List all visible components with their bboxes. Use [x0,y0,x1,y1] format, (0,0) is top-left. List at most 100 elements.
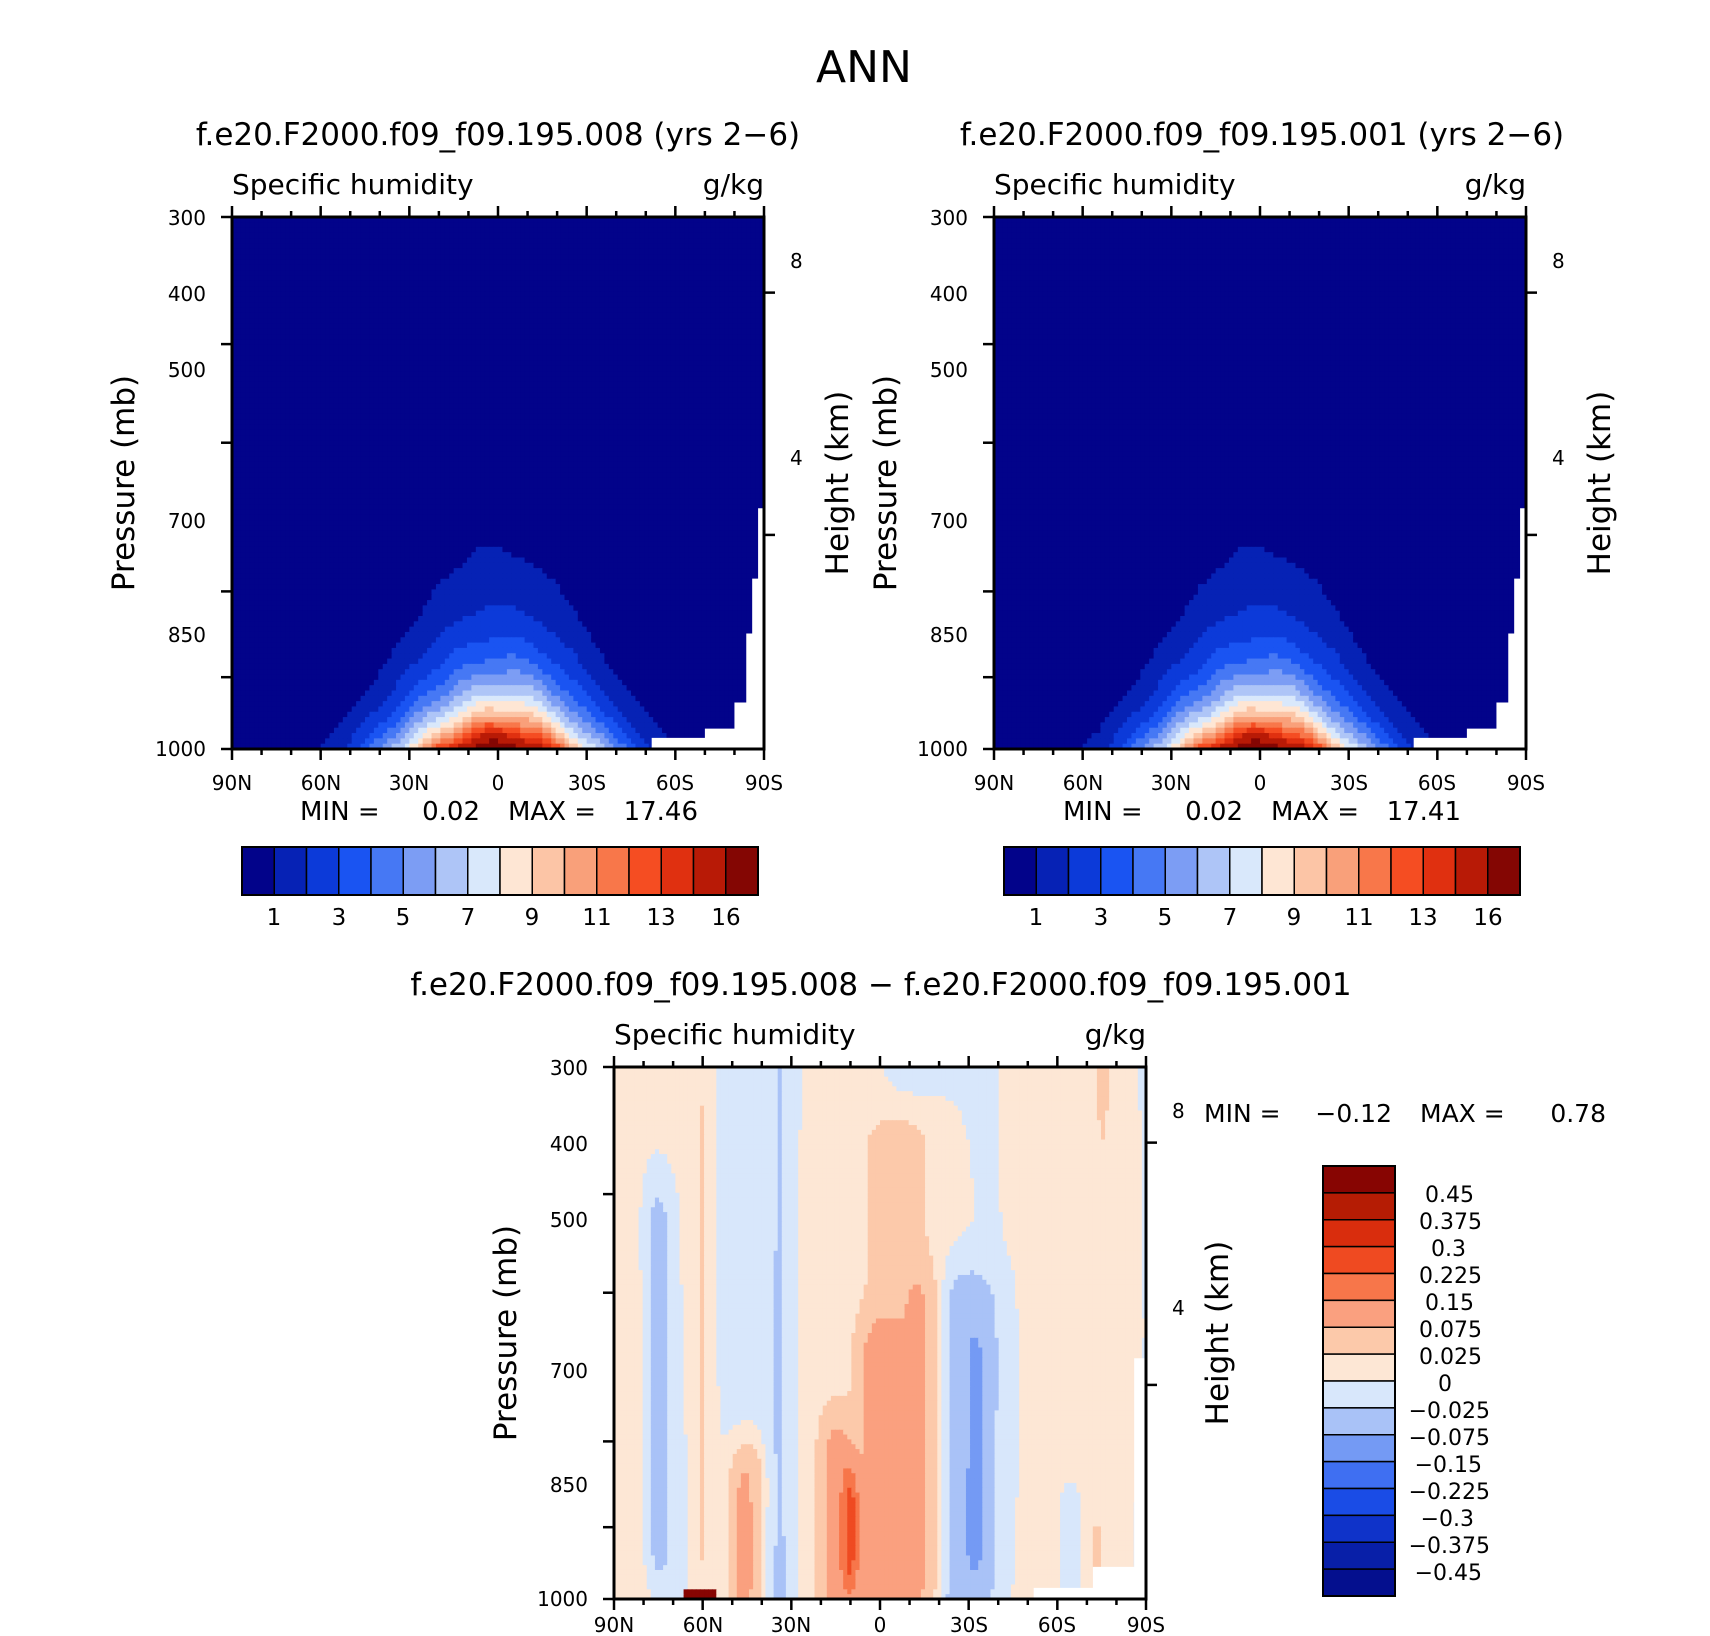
contour-cell [258,222,264,229]
contour-cell [422,312,428,319]
contour-cell [333,238,339,245]
contour-cell [471,238,477,245]
contour-cell [542,339,548,346]
contour-cell [617,381,623,388]
contour-cell [493,381,499,388]
contour-cell [254,286,260,293]
contour-cell [715,254,721,261]
contour-cell [347,387,353,394]
contour-cell [626,429,632,436]
contour-cell [409,403,415,410]
contour-cell [515,355,521,362]
contour-cell [577,264,583,271]
contour-cell [316,232,322,239]
contour-cell [466,323,472,330]
contour-cell [719,397,725,404]
contour-cell [422,217,428,223]
contour-cell [245,328,251,335]
contour-cell [542,408,548,415]
contour-cell [595,243,601,250]
contour-cell [267,350,273,356]
contour-cell [551,222,557,229]
contour-cell [409,291,415,298]
contour-cell [316,302,322,309]
contour-cell [298,435,304,442]
contour-cell [741,381,747,388]
contour-cell [373,312,379,319]
contour-cell [289,350,295,356]
contour-cell [635,397,641,404]
contour-cell [298,360,304,367]
contour-cell [489,227,495,234]
contour-cell [524,238,530,245]
contour-cell [679,339,685,346]
contour-cell [555,238,561,245]
contour-cell [564,365,570,372]
contour-cell [622,328,628,335]
contour-cell [466,217,472,223]
contour-cell [564,413,570,420]
contour-cell [710,248,716,255]
contour-cell [382,307,388,314]
contour-cell [759,371,764,378]
contour-cell [617,387,623,394]
contour-cell [701,334,707,340]
contour-cell [489,360,495,367]
contour-cell [502,232,508,239]
contour-cell [719,286,725,293]
contour-cell [413,259,419,266]
contour-cell [351,232,357,239]
contour-cell [373,222,379,229]
contour-cell [347,280,353,287]
contour-cell [378,275,384,282]
contour-cell [440,424,446,431]
contour-cell [608,350,614,356]
contour-cell [502,318,508,324]
contour-cell [307,360,313,367]
contour-cell [622,217,628,223]
contour-cell [551,302,557,309]
contour-cell [750,264,756,271]
contour-cell [568,355,574,362]
contour-cell [551,318,557,324]
contour-cell [608,217,614,223]
contour-cell [466,403,472,410]
contour-cell [670,403,676,410]
contour-cell [404,312,410,319]
contour-cell [502,291,508,298]
contour-cell [404,323,410,330]
contour-cell [249,323,255,330]
contour-cell [666,419,672,426]
contour-cell [475,243,481,250]
contour-cell [688,387,694,394]
contour-cell [577,248,583,255]
contour-cell [338,360,344,367]
contour-cell [285,424,291,431]
contour-cell [365,376,371,383]
contour-cell [316,376,322,383]
contour-cell [298,334,304,340]
contour-cell [498,307,504,314]
contour-cell [502,302,508,309]
contour-cell [608,355,614,362]
contour-cell [555,280,561,287]
contour-cell [520,259,526,266]
contour-cell [644,275,650,282]
contour-cell [400,291,406,298]
contour-cell [670,259,676,266]
contour-cell [608,222,614,229]
contour-cell [515,270,521,277]
contour-cell [715,403,721,410]
contour-cell [506,403,512,410]
contour-cell [595,318,601,324]
contour-cell [298,248,304,255]
contour-cell [741,413,747,420]
contour-cell [608,413,614,420]
contour-cell [453,323,459,330]
contour-cell [280,429,286,436]
contour-cell [369,381,375,388]
contour-cell [471,413,477,420]
contour-cell [382,339,388,346]
contour-cell [653,270,659,277]
contour-cell [564,217,570,223]
